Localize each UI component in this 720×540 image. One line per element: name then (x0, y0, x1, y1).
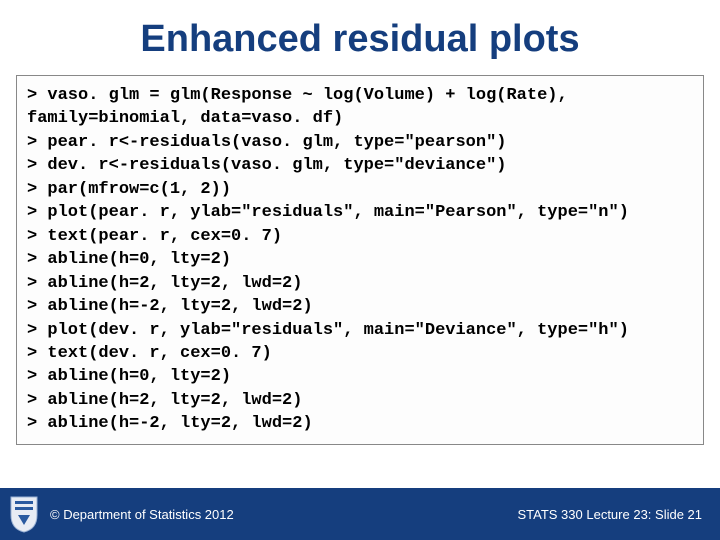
slide-title: Enhanced residual plots (0, 18, 720, 61)
slide-number-label: STATS 330 Lecture 23: Slide 21 (517, 507, 702, 522)
university-crest-icon (8, 494, 40, 534)
copyright-text: © Department of Statistics 2012 (50, 507, 234, 522)
slide-footer: © Department of Statistics 2012 STATS 33… (0, 488, 720, 540)
slide-title-region: Enhanced residual plots (0, 0, 720, 71)
code-content: > vaso. glm = glm(Response ~ log(Volume)… (27, 84, 693, 436)
slide: Enhanced residual plots > vaso. glm = gl… (0, 0, 720, 540)
code-block: > vaso. glm = glm(Response ~ log(Volume)… (16, 75, 704, 445)
footer-left: © Department of Statistics 2012 (8, 494, 234, 534)
